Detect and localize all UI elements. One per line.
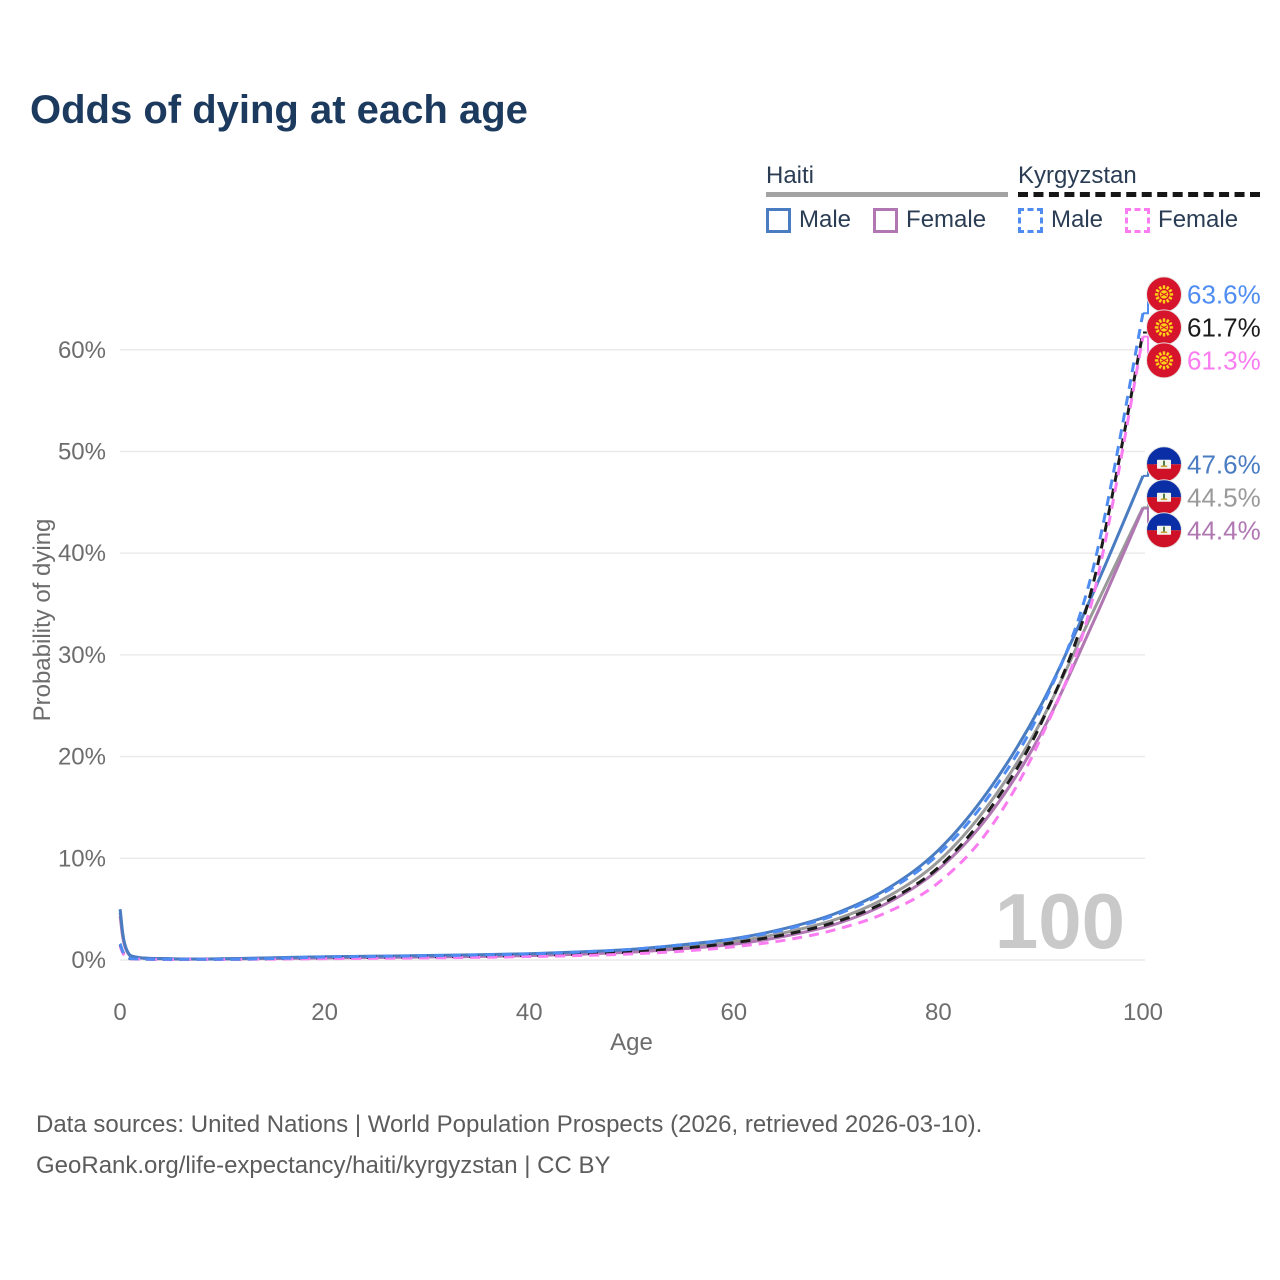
y-tick-label: 40% — [58, 540, 106, 567]
legend-group-kyrgyzstan: Kyrgyzstan Male Female — [1018, 162, 1261, 234]
legend-group-title-haiti[interactable]: Haiti — [766, 162, 815, 189]
haiti-flag-icon — [1146, 512, 1182, 549]
end-value-label: 47.6% — [1187, 449, 1261, 479]
legend-group-title-kyrgyzstan[interactable]: Kyrgyzstan — [1018, 162, 1137, 189]
x-tick-label: 20 — [311, 999, 338, 1026]
x-tick-label: 0 — [113, 999, 126, 1026]
y-axis-title: Probability of dying — [29, 519, 56, 722]
y-tick-label: 10% — [58, 845, 106, 872]
y-tick-label: 30% — [58, 642, 106, 669]
end-value-label: 61.7% — [1187, 312, 1261, 342]
y-tick-label: 20% — [58, 744, 106, 771]
kyrgyzstan-flag-icon — [1146, 276, 1182, 313]
legend-item-kyrgyzstan-female[interactable]: Female — [1158, 206, 1239, 233]
page-title: Odds of dying at each age — [30, 88, 528, 132]
line-haiti-male[interactable] — [118, 475, 1145, 961]
x-tick-label: 60 — [720, 999, 747, 1026]
legend-item-haiti-male[interactable]: Male — [799, 206, 852, 233]
line-kyrgyzstan-male[interactable] — [118, 312, 1145, 961]
attribution-line: GeoRank.org/life-expectancy/haiti/kyrgyz… — [36, 1152, 611, 1179]
haiti-female-swatch-icon[interactable] — [873, 207, 899, 233]
haiti-male-swatch-icon[interactable] — [766, 207, 791, 233]
age-watermark: 100 — [995, 877, 1125, 965]
x-tick-label: 40 — [516, 999, 543, 1026]
haiti-flag-icon — [1146, 479, 1182, 516]
line-kyrgyzstan-female[interactable] — [118, 336, 1145, 962]
y-tick-label: 0% — [71, 947, 106, 974]
end-value-label: 61.3% — [1187, 345, 1261, 375]
line-haiti-female[interactable] — [118, 507, 1145, 961]
end-value-label: 63.6% — [1187, 279, 1261, 309]
kyrgyzstan-male-swatch-icon[interactable] — [1018, 207, 1043, 233]
y-tick-label: 60% — [58, 337, 106, 364]
data-sources-line: Data sources: United Nations | World Pop… — [36, 1111, 983, 1138]
end-value-label: 44.5% — [1187, 482, 1261, 512]
x-tick-label: 80 — [925, 999, 952, 1026]
haiti-line-style-sample — [766, 192, 1009, 197]
kyrgyzstan-line-style-sample — [1018, 192, 1261, 197]
footer: Data sources: United Nations | World Pop… — [36, 1104, 982, 1186]
kyrgyzstan-flag-icon — [1146, 309, 1182, 346]
legend-group-haiti: Haiti Male Female — [766, 162, 1009, 234]
end-value-label: 44.4% — [1187, 515, 1261, 545]
x-axis-title: Age — [610, 1029, 653, 1056]
y-tick-label: 50% — [58, 439, 106, 466]
series-lines — [118, 312, 1145, 962]
gridlines — [120, 349, 1145, 961]
kyrgyzstan-flag-icon — [1146, 342, 1182, 379]
legend-item-haiti-female[interactable]: Female — [906, 206, 987, 233]
kyrgyzstan-female-swatch-icon[interactable] — [1125, 207, 1151, 233]
end-labels: 63.6%61.7%61.3% 47.6%44.5%44.4% — [1143, 276, 1261, 549]
legend-item-kyrgyzstan-male[interactable]: Male — [1051, 206, 1104, 233]
haiti-flag-icon — [1146, 446, 1182, 483]
x-tick-label: 100 — [1123, 999, 1163, 1026]
line-haiti-both-sexes[interactable] — [118, 506, 1145, 961]
line-kyrgyzstan-both-sexes[interactable] — [118, 332, 1145, 961]
